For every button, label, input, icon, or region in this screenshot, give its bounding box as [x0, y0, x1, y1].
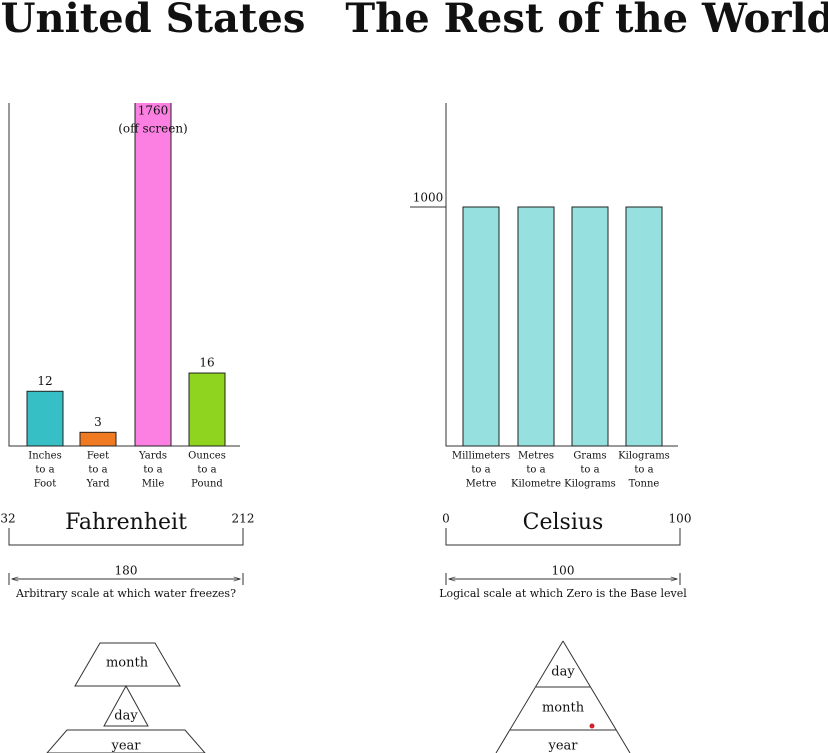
- value-label: 16: [199, 356, 214, 370]
- category-label: Metre: [466, 479, 497, 490]
- caption: Arbitrary scale at which water freezes?: [15, 587, 236, 600]
- caption: Logical scale at which Zero is the Base …: [439, 587, 687, 600]
- date-part: year: [110, 739, 141, 753]
- date-part: day: [551, 665, 575, 680]
- category-label: Feet: [87, 451, 109, 462]
- dot: [589, 723, 595, 729]
- bar: [26, 390, 64, 447]
- date-shape: [103, 684, 149, 727]
- category-label: Yard: [86, 479, 111, 490]
- bar: [625, 206, 663, 447]
- value-label: 12: [37, 374, 52, 388]
- category-label: to a: [526, 465, 545, 476]
- category-label: Foot: [34, 479, 56, 490]
- category-label: Mile: [142, 479, 165, 490]
- category-label: Metres: [518, 451, 554, 462]
- category-label: Kilograms: [564, 479, 616, 490]
- value-label: 1760: [138, 104, 169, 118]
- scale-line: [445, 528, 681, 546]
- span: 180: [115, 564, 138, 578]
- bar: [134, 103, 172, 447]
- category-label: to a: [197, 465, 216, 476]
- category-label: to a: [634, 465, 653, 476]
- date-shape: [495, 640, 631, 753]
- high: 100: [669, 512, 692, 526]
- category-label: Millimeters: [452, 451, 510, 462]
- scale-name: Fahrenheit: [65, 510, 187, 535]
- category-label: Kilometre: [511, 479, 561, 490]
- category-label: Tonne: [629, 479, 660, 490]
- value-label: (off screen): [118, 122, 187, 136]
- bar: [188, 372, 226, 447]
- span-ticks: [445, 573, 681, 585]
- value-label: 3: [94, 415, 102, 429]
- date-shape: [74, 642, 181, 687]
- bar: [517, 206, 555, 447]
- span-ticks: [8, 573, 244, 585]
- date-part: month: [106, 656, 149, 671]
- scale-line: [8, 528, 244, 546]
- title: United States: [1, 0, 306, 42]
- bar: [571, 206, 609, 447]
- date-part: year: [547, 739, 578, 753]
- category-label: Grams: [573, 451, 606, 462]
- scale-name: Celsius: [523, 510, 604, 535]
- bar: [79, 431, 117, 447]
- low: 0: [442, 512, 450, 526]
- category-label: Pound: [191, 479, 223, 490]
- category-label: to a: [143, 465, 162, 476]
- category-label: to a: [35, 465, 54, 476]
- category-label: Ounces: [188, 451, 226, 462]
- bar: [462, 206, 500, 447]
- category-label: to a: [580, 465, 599, 476]
- category-label: Yards: [138, 451, 167, 462]
- title: The Rest of the World: [345, 0, 828, 42]
- category-label: to a: [471, 465, 490, 476]
- date-shape: [46, 729, 206, 753]
- category-label: Inches: [28, 451, 61, 462]
- date-part: day: [114, 709, 138, 724]
- date-part: month: [542, 701, 585, 716]
- low: 32: [0, 512, 15, 526]
- tick-label: 1000: [413, 191, 444, 205]
- bars: Inches to a Foot 12 Feet to a Yard 3 Yards to a Mi…: [26, 103, 670, 490]
- category-label: Kilograms: [618, 451, 670, 462]
- span: 100: [552, 564, 575, 578]
- category-label: to a: [88, 465, 107, 476]
- high: 212: [232, 512, 255, 526]
